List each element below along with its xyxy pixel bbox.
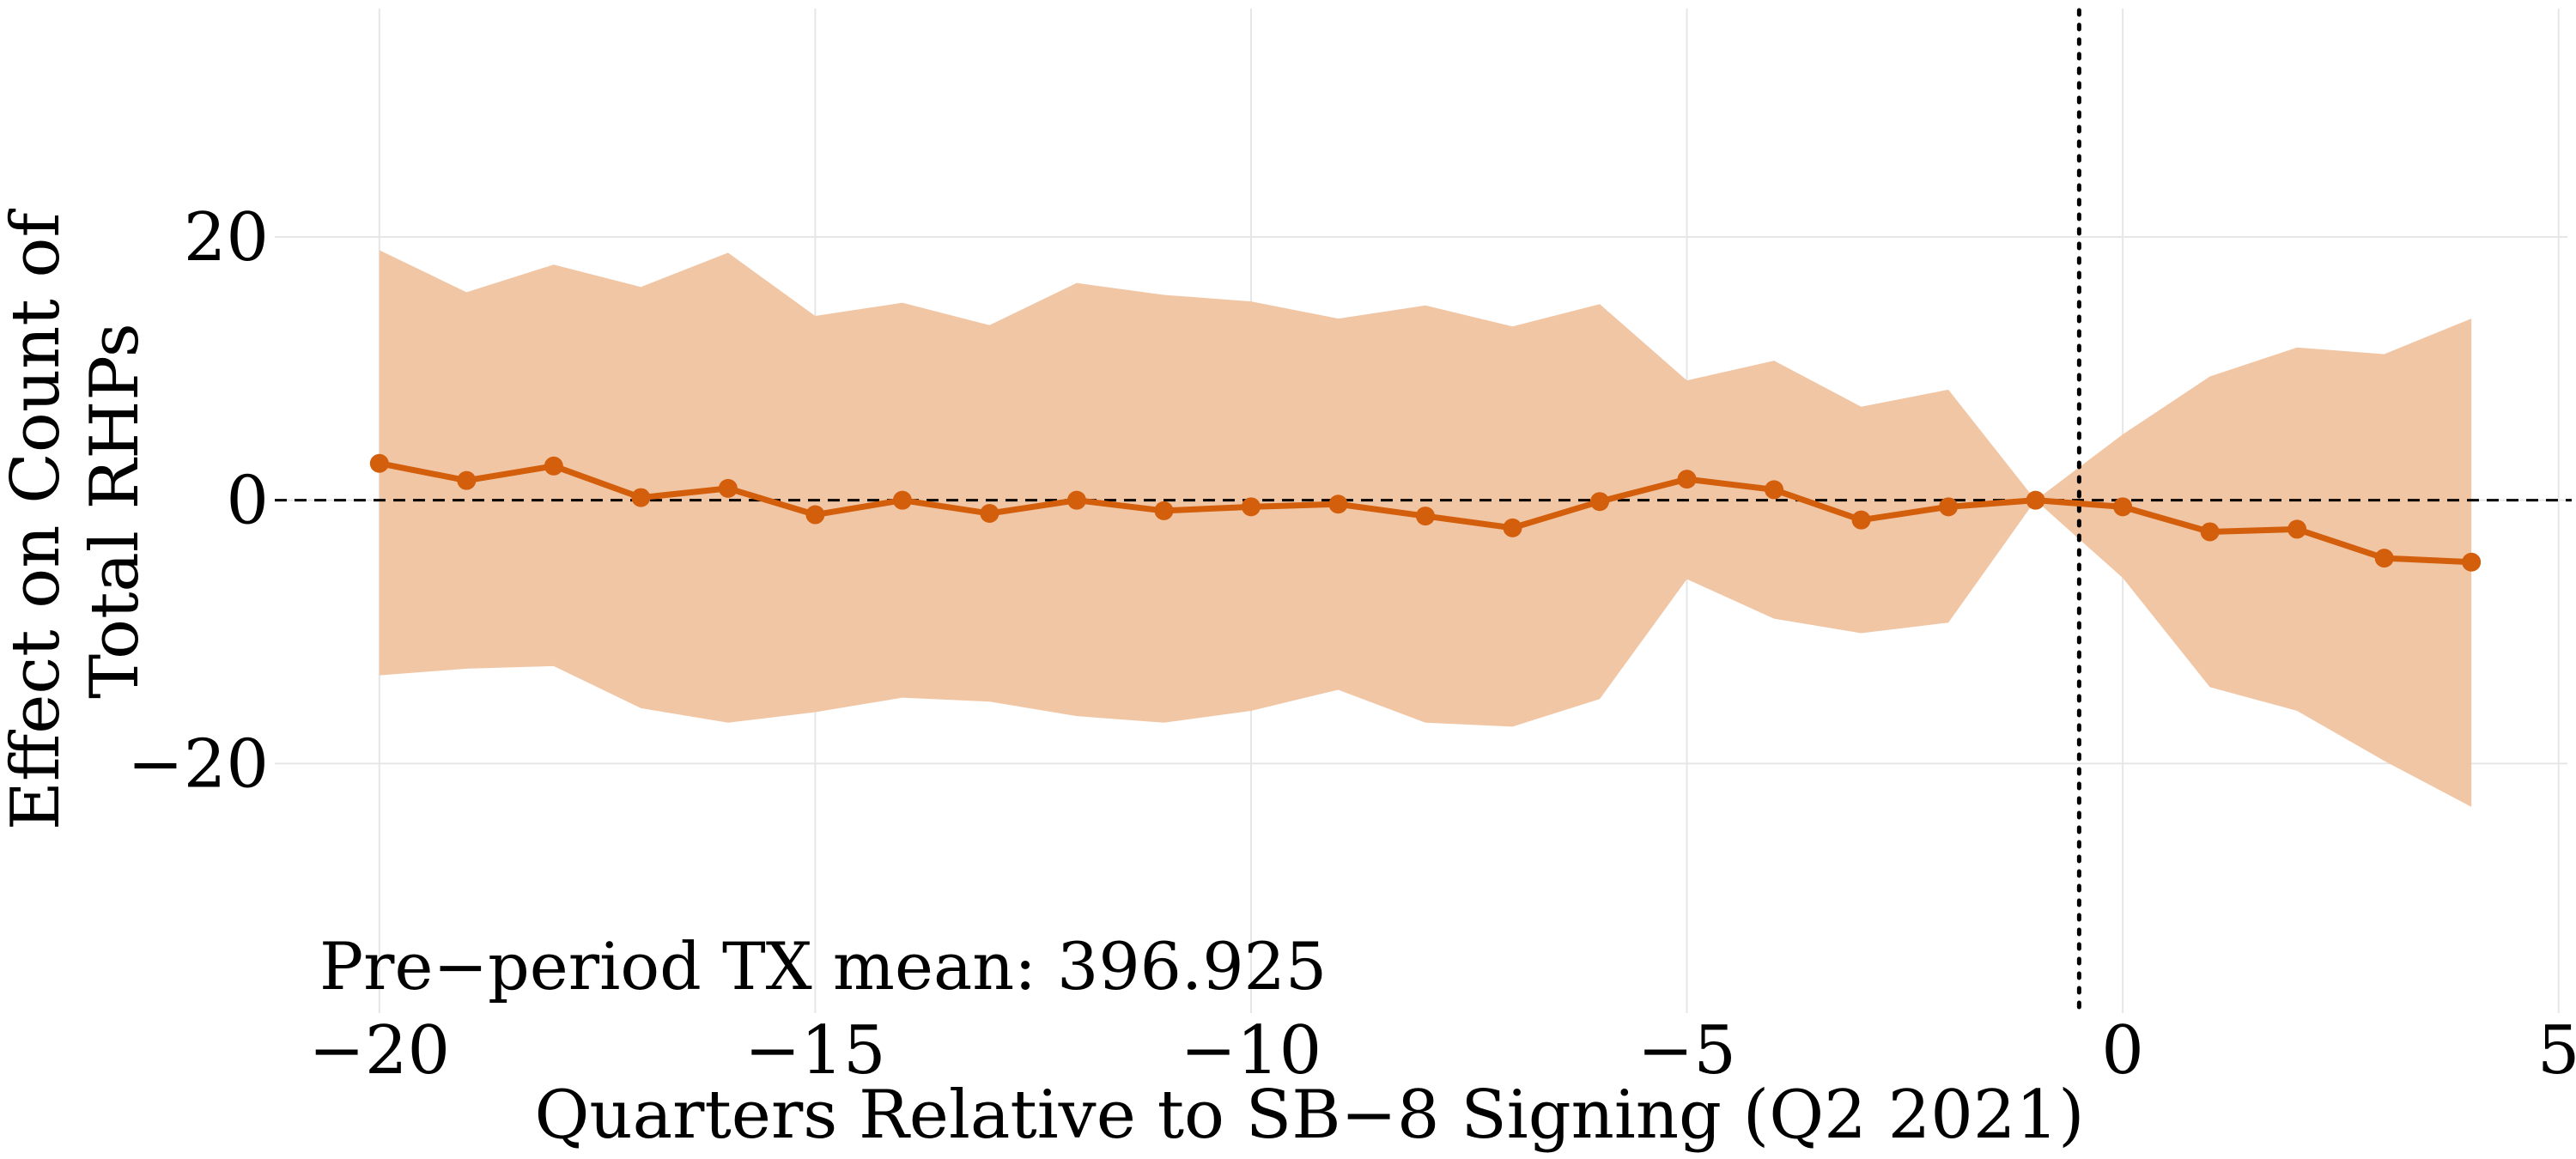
- y-tick-label-0: −20: [127, 725, 269, 803]
- estimate-point--20: [369, 453, 389, 473]
- estimate-point--17: [631, 488, 651, 507]
- y-axis-title-line-1: Effect on Count of: [0, 209, 75, 831]
- y-tick-label-1: 0: [226, 463, 269, 540]
- x-tick-label-3: −5: [1637, 1012, 1736, 1089]
- estimate-point--7: [1503, 518, 1522, 537]
- estimate-point--6: [1590, 492, 1610, 512]
- estimate-points: [369, 453, 2482, 572]
- x-tick-label-0: −20: [309, 1012, 451, 1089]
- estimate-point--4: [1765, 480, 1784, 500]
- estimate-point--10: [1241, 497, 1261, 517]
- estimate-point--13: [980, 504, 999, 523]
- estimate-point--15: [805, 505, 825, 525]
- estimate-point--18: [544, 456, 563, 476]
- estimate-point--3: [1851, 510, 1871, 530]
- estimate-point-4: [2462, 552, 2482, 572]
- y-axis-title-line-2: Total RHPs: [76, 323, 154, 699]
- estimate-point-0: [2113, 497, 2133, 517]
- confidence-band: [379, 250, 2472, 807]
- reference-lines: [275, 8, 2572, 1020]
- confidence-band-area: [379, 250, 2472, 807]
- estimate-point--16: [718, 478, 738, 498]
- estimate-point--5: [1677, 470, 1697, 489]
- y-tick-label-2: 20: [184, 199, 269, 276]
- estimate-point--8: [1416, 507, 1435, 526]
- estimate-point--1: [2026, 490, 2045, 510]
- estimate-point--2: [1939, 497, 1959, 517]
- estimate-point--19: [457, 470, 477, 490]
- x-tick-label-2: −10: [1181, 1012, 1322, 1089]
- annotation-pre-period-mean: Pre−period TX mean: 396.925: [319, 928, 1327, 1004]
- x-tick-label-1: −15: [744, 1012, 886, 1089]
- estimate-point-1: [2200, 522, 2220, 542]
- estimate-point-3: [2374, 549, 2394, 568]
- estimate-point--11: [1154, 501, 1174, 520]
- estimate-point--14: [892, 490, 912, 510]
- estimate-point--9: [1328, 495, 1348, 514]
- estimate-point--12: [1066, 490, 1086, 510]
- y-axis-title: Effect on Count of Total RHPs: [0, 191, 154, 830]
- x-tick-label-4: 0: [2101, 1012, 2144, 1089]
- estimate-point-2: [2287, 519, 2307, 539]
- x-tick-label-5: 5: [2537, 1012, 2576, 1089]
- x-axis-title: Quarters Relative to SB−8 Signing (Q2 20…: [534, 1077, 2084, 1154]
- tick-labels: −20 −15 −10 −5 0 5 −20 0 20: [127, 199, 2576, 1089]
